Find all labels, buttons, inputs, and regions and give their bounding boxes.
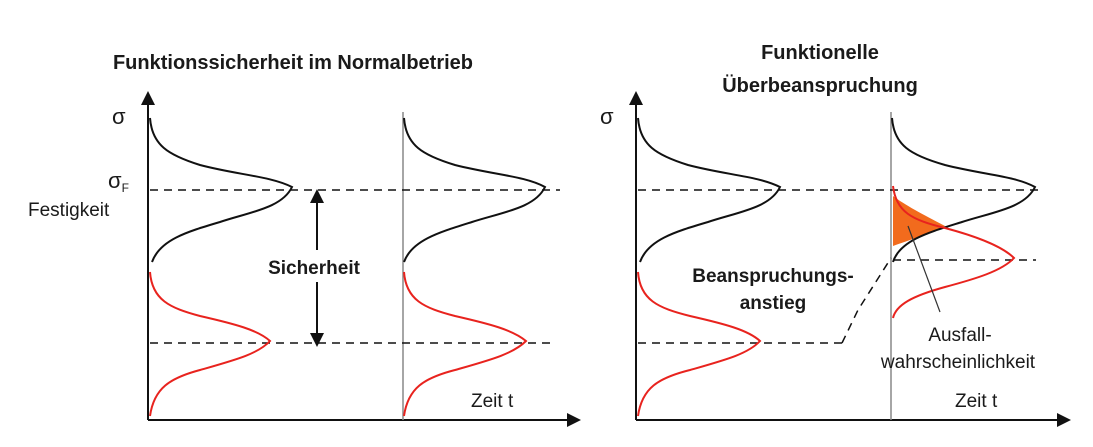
- strength-label: Festigkeit: [28, 200, 110, 221]
- left-panel: Funktionssicherheit im Normalbetrieb Sic…: [28, 52, 581, 427]
- left-strength-curve-2: [403, 117, 547, 263]
- right-strength-curve-1: [637, 117, 782, 263]
- left-y-symbol: σ: [112, 104, 126, 129]
- failure-pointer: [907, 225, 941, 313]
- right-y-symbol: σ: [600, 104, 614, 129]
- left-title: Funktionssicherheit im Normalbetrieb: [113, 52, 473, 74]
- left-x-label: Zeit t: [471, 391, 514, 412]
- failure-area: [893, 196, 945, 246]
- right-title-line1: Funktionelle: [761, 42, 879, 64]
- left-stress-curve-2: [403, 271, 528, 417]
- safety-label-bg: [250, 250, 380, 282]
- left-strength-curve-1: [149, 117, 294, 263]
- right-stress-curve-2: [892, 185, 1016, 319]
- right-stress-curve-1: [637, 271, 762, 417]
- sigma-f-label: σF: [108, 168, 129, 195]
- safety-label: Sicherheit: [268, 258, 361, 279]
- right-panel: Funktionelle Überbeanspruchung σ Beanspr…: [600, 42, 1071, 427]
- increase-label-line1: Beanspruchungs-: [692, 266, 854, 287]
- right-x-label: Zeit t: [955, 391, 998, 412]
- failure-label-line2: wahrscheinlichkeit: [880, 352, 1036, 373]
- stress-increase-path: [841, 257, 892, 344]
- increase-label-line2: anstieg: [740, 293, 807, 314]
- left-stress-curve-1: [149, 271, 272, 417]
- right-title-line2: Überbeanspruchung: [722, 74, 918, 97]
- failure-label-line1: Ausfall-: [928, 325, 991, 346]
- right-strength-curve-2: [891, 117, 1037, 263]
